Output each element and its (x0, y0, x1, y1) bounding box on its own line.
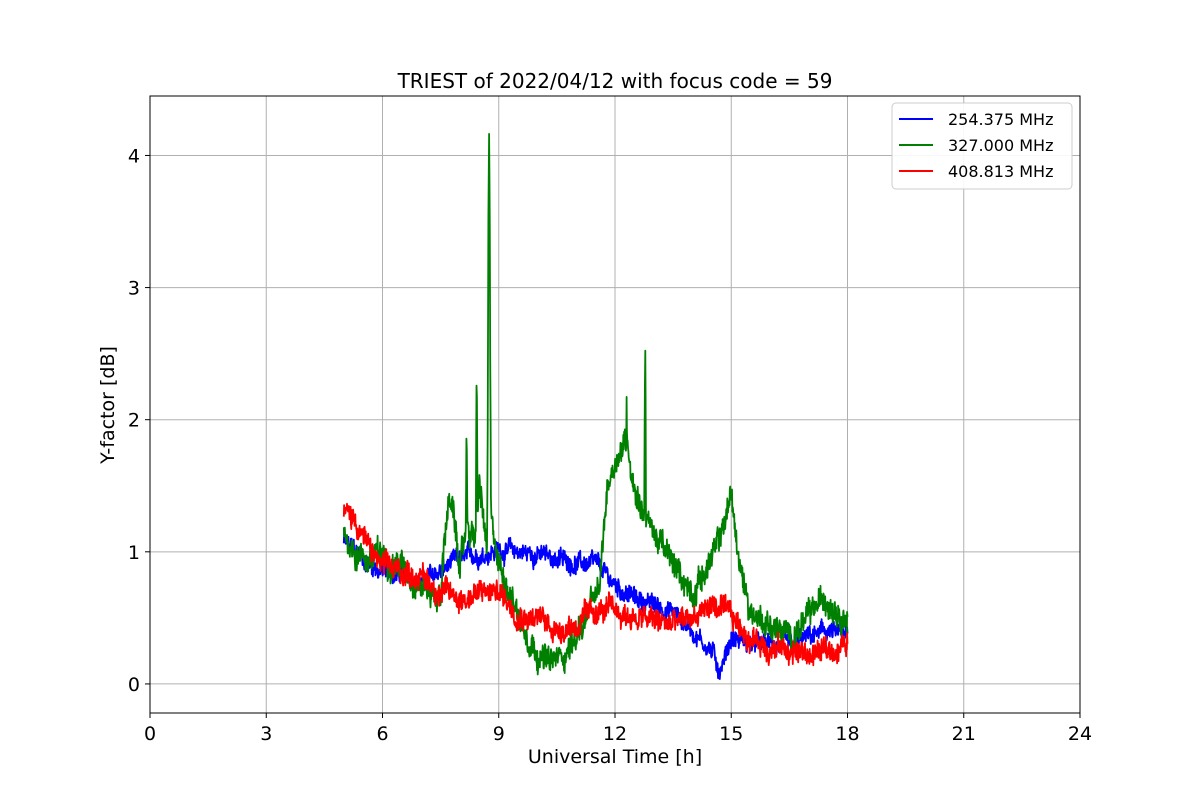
y-tick-label: 0 (128, 674, 140, 696)
y-tick-label: 2 (128, 410, 140, 432)
y-tick-label: 4 (128, 145, 140, 167)
legend-label-1: 254.375 MHz (948, 110, 1053, 129)
series-layer (342, 132, 849, 680)
x-tick-label: 18 (835, 723, 859, 745)
x-tick-label: 3 (260, 723, 272, 745)
y-axis-label: Y-factor [dB] (97, 346, 119, 465)
x-axis-label: Universal Time [h] (528, 746, 702, 768)
legend: 254.375 MHz 327.000 MHz 408.813 MHz (891, 102, 1073, 190)
chart-title: TRIEST of 2022/04/12 with focus code = 5… (397, 69, 833, 93)
x-tick-label: 21 (952, 723, 976, 745)
x-tick-label: 12 (603, 723, 627, 745)
series-line-3 (342, 502, 849, 667)
x-tick-label: 15 (719, 723, 743, 745)
legend-label-3: 408.813 MHz (948, 162, 1053, 181)
legend-label-2: 327.000 MHz (948, 136, 1053, 155)
x-tick-label: 6 (376, 723, 388, 745)
y-tick-label: 3 (128, 278, 140, 300)
legend-box (891, 102, 1073, 190)
x-tick-label: 0 (144, 723, 156, 745)
x-tick-label: 9 (493, 723, 505, 745)
y-tick-label: 1 (128, 542, 140, 564)
x-tick-label: 24 (1068, 723, 1092, 745)
